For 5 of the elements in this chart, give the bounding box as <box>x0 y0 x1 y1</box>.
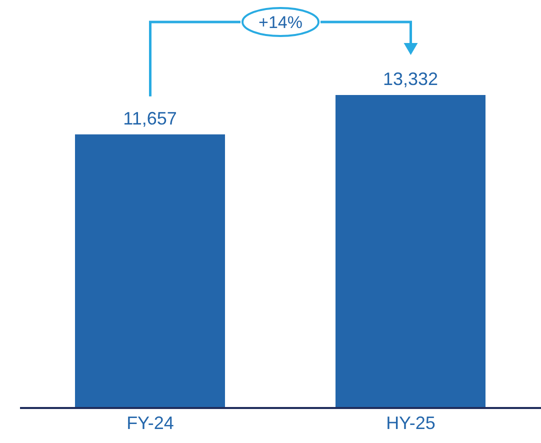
x-tick-label: FY-24 <box>126 412 174 433</box>
text: +14% <box>258 13 302 32</box>
data-label: 11,657 <box>123 108 177 128</box>
x-tick-label: HY-25 <box>386 412 436 433</box>
data-label: 13,332 <box>382 69 438 90</box>
